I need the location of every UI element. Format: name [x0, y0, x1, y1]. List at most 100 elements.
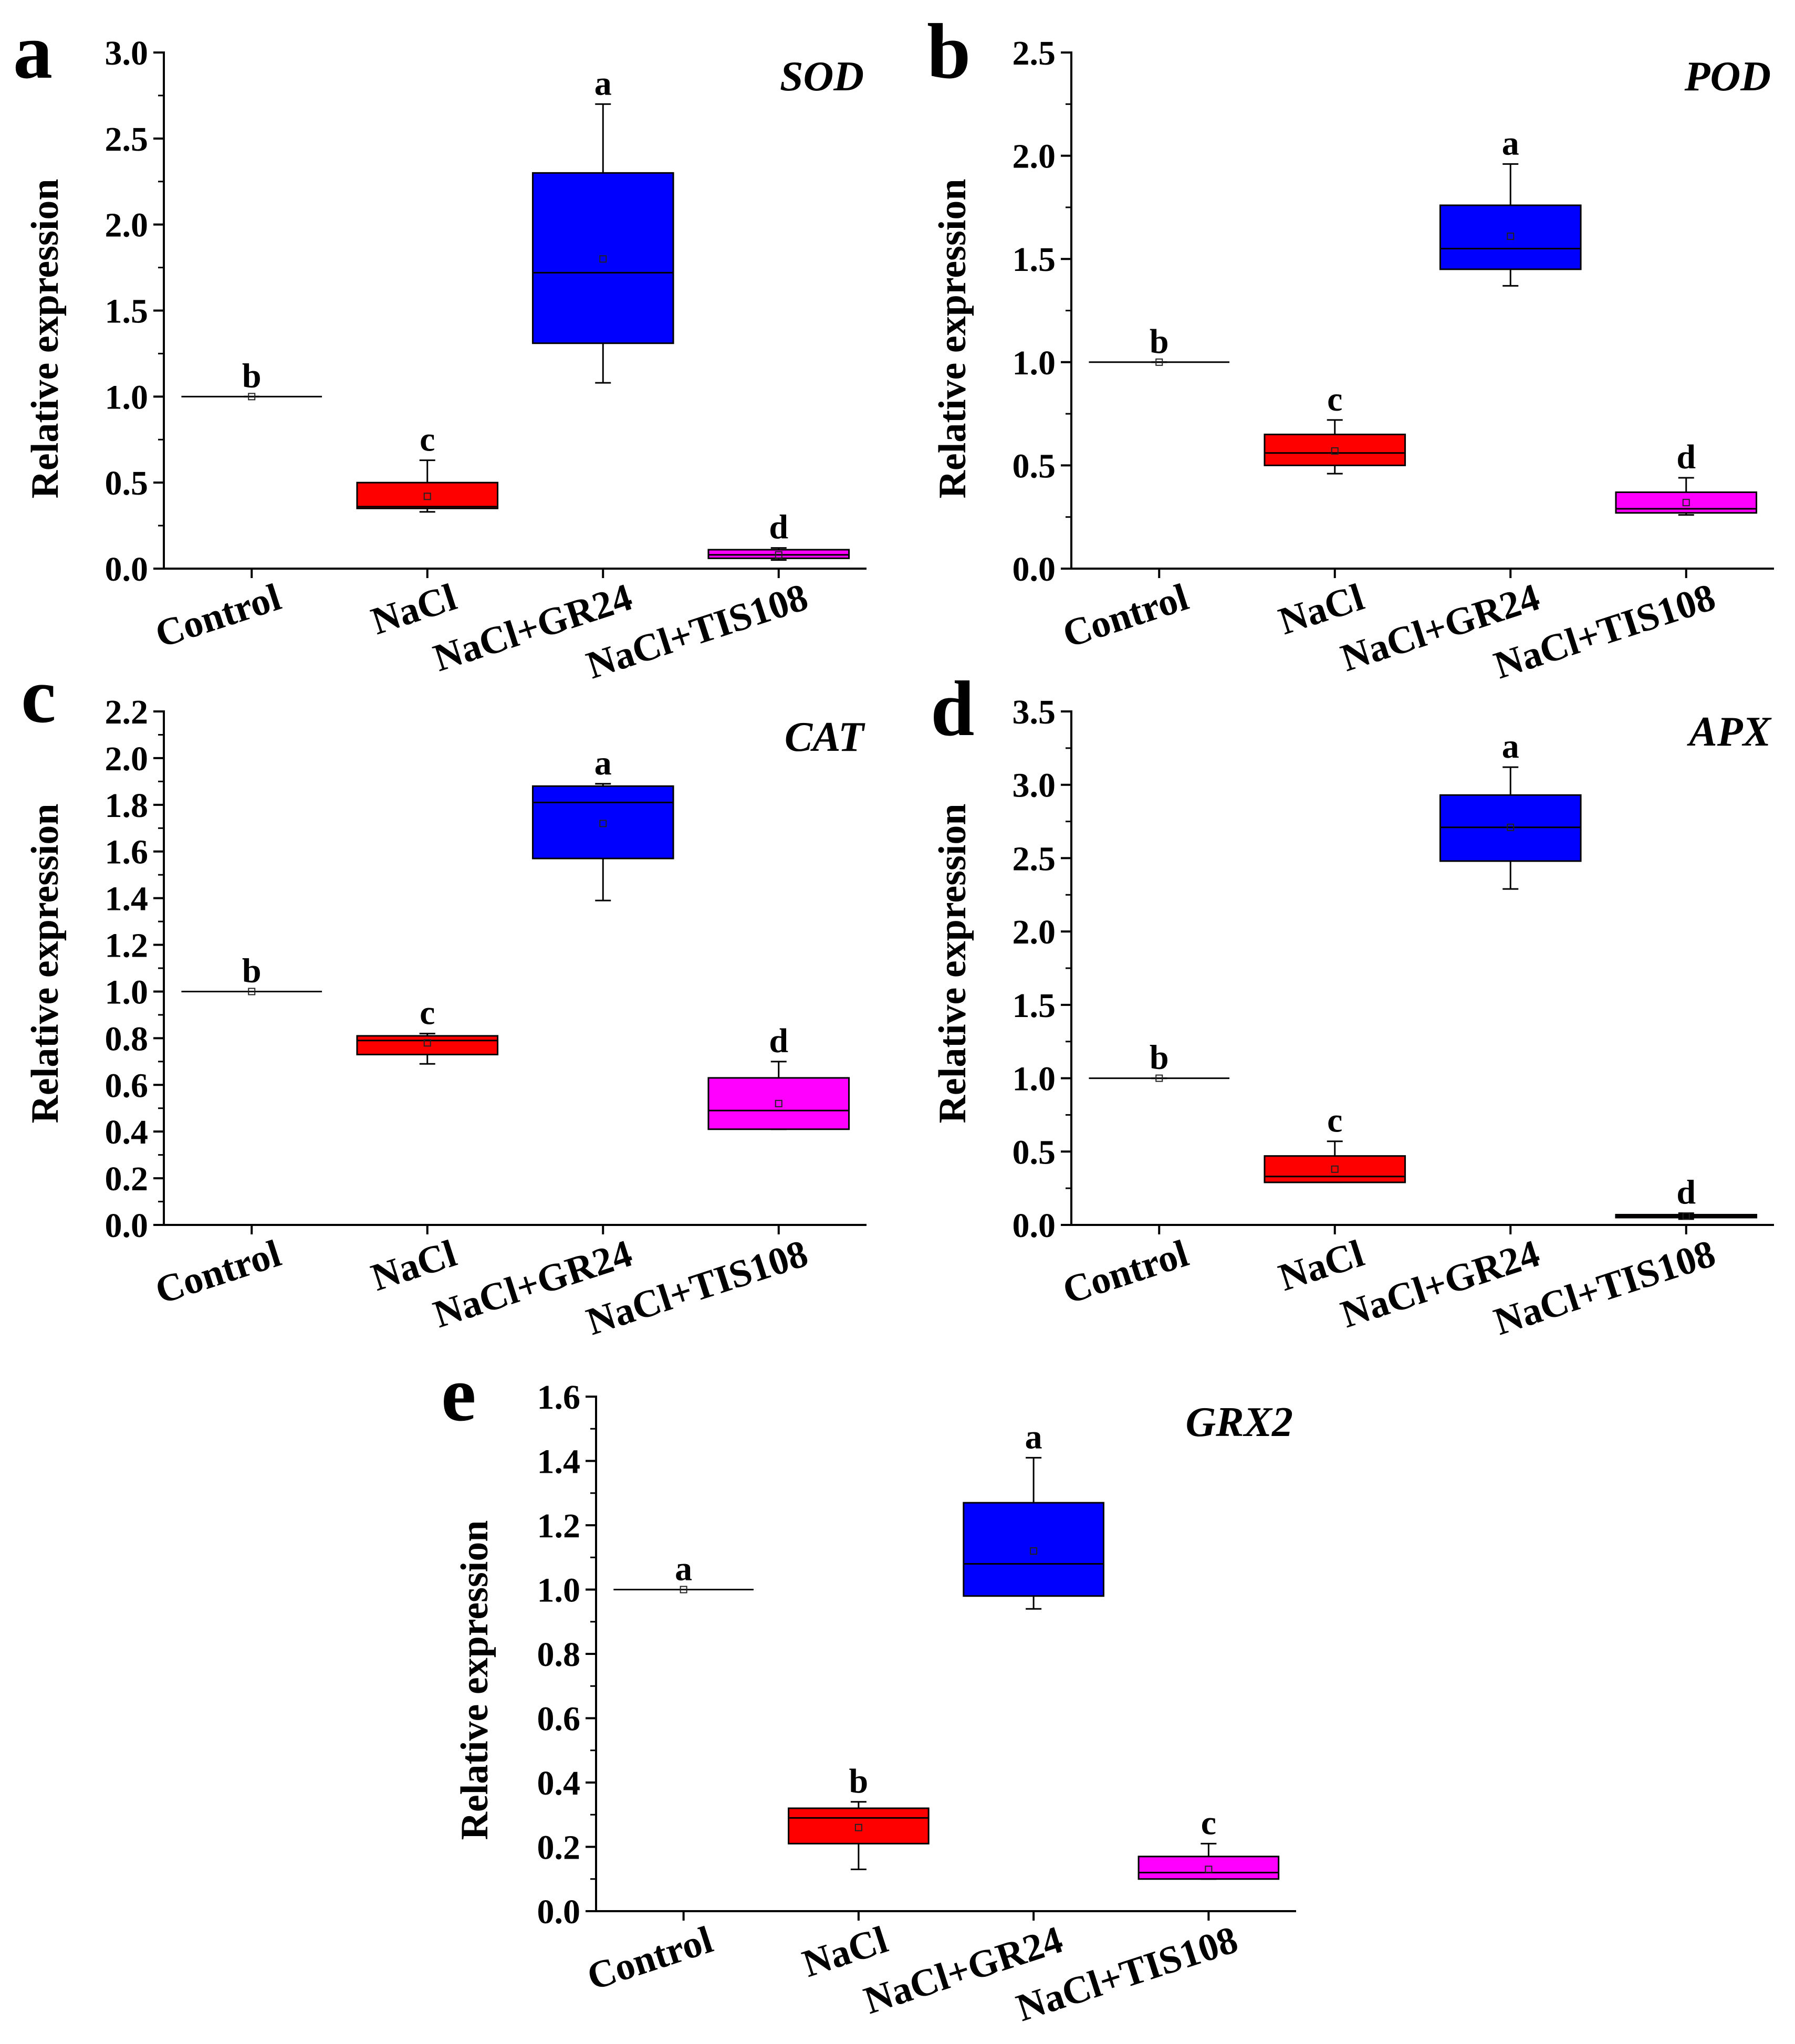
- panel-letter: e: [441, 1350, 476, 1438]
- significance-letter: d: [769, 1022, 788, 1060]
- x-tick-label: Control: [150, 575, 286, 656]
- y-tick-label: 2.0: [1013, 913, 1056, 951]
- y-tick-label: 1.5: [1013, 240, 1056, 279]
- mean-marker: [775, 551, 782, 559]
- box-e-1: b: [788, 1762, 930, 1870]
- y-tick-label: 0.8: [537, 1636, 581, 1674]
- box-c-0: b: [181, 951, 322, 995]
- mean-marker: [1682, 499, 1690, 507]
- chart-panel-a: 0.0 0.5 1.0 1.5 2.0 2.5 3.0 Relative expression…: [13, 8, 867, 687]
- y-tick-label: 2.2: [105, 693, 149, 731]
- x-tick-label: Control: [1058, 575, 1194, 656]
- y-tick-label: 0.5: [1013, 1133, 1056, 1171]
- box-body: [1264, 1155, 1406, 1183]
- y-tick-label: 0.0: [537, 1893, 581, 1931]
- y-tick-label: 2.0: [105, 206, 149, 245]
- box-c-3: d: [707, 1022, 850, 1130]
- mean-marker: [423, 492, 431, 500]
- y-tick-label: 3.0: [1013, 767, 1056, 805]
- y-tick-label: 1.5: [105, 292, 149, 331]
- y-axis-title: Relative expression: [24, 803, 67, 1123]
- box-a-2: a: [531, 64, 674, 384]
- box-body: [788, 1807, 930, 1844]
- significance-letter: c: [420, 421, 435, 459]
- mean-marker: [599, 255, 607, 263]
- panel-letter: a: [13, 8, 53, 95]
- gene-title: POD: [1684, 54, 1771, 100]
- mean-marker: [1205, 1865, 1213, 1873]
- box-body: [1439, 204, 1582, 270]
- significance-letter: a: [1502, 727, 1519, 766]
- box-a-0: b: [181, 357, 322, 401]
- y-tick-label: 1.0: [105, 378, 149, 416]
- y-tick-label: 1.6: [537, 1378, 581, 1417]
- y-tick-label: 1.0: [537, 1571, 581, 1610]
- box-body: [356, 1035, 499, 1055]
- y-tick-label: 1.8: [105, 787, 149, 825]
- y-tick-label: 0.6: [105, 1066, 149, 1105]
- mean-marker: [1507, 232, 1515, 240]
- box-e-3: c: [1137, 1804, 1280, 1880]
- significance-letter: a: [594, 744, 612, 782]
- y-tick-label: 0.4: [537, 1764, 581, 1802]
- y-axis-title: Relative expression: [453, 1520, 496, 1840]
- significance-letter: b: [242, 951, 262, 990]
- mean-marker: [1331, 1165, 1339, 1173]
- y-tick-label: 1.4: [105, 880, 149, 918]
- gene-title: APX: [1686, 709, 1771, 755]
- mean-marker: [423, 1039, 431, 1047]
- y-tick-label: 0.0: [1013, 1207, 1056, 1245]
- mean-marker: [1030, 1547, 1038, 1555]
- significance-letter: a: [1502, 124, 1519, 162]
- mean-marker: [1331, 447, 1339, 455]
- y-tick-label: 0.0: [105, 550, 149, 589]
- box-b-1: c: [1264, 380, 1406, 475]
- box-d-1: c: [1264, 1102, 1406, 1183]
- box-body: [963, 1502, 1104, 1597]
- y-tick-label: 1.0: [1013, 1060, 1056, 1098]
- significance-letter: c: [420, 993, 435, 1032]
- y-tick-label: 3.0: [105, 34, 149, 72]
- box-b-0: b: [1089, 322, 1230, 366]
- box-body: [531, 172, 674, 344]
- box-a-1: c: [356, 421, 499, 513]
- box-d-2: a: [1439, 727, 1582, 890]
- box-d-0: b: [1089, 1039, 1230, 1082]
- box-body: [1615, 491, 1758, 514]
- y-tick-label: 1.0: [1013, 344, 1056, 382]
- box-body: [707, 1077, 850, 1130]
- y-tick-label: 0.8: [105, 1020, 149, 1058]
- box-body: [707, 549, 850, 559]
- panel-letter: d: [931, 665, 974, 752]
- y-tick-label: 0.4: [105, 1113, 149, 1151]
- y-tick-label: 2.0: [105, 740, 149, 778]
- box-b-3: d: [1615, 438, 1758, 516]
- box-b-2: a: [1439, 124, 1582, 287]
- box-c-1: c: [356, 993, 499, 1065]
- significance-letter: b: [849, 1762, 869, 1800]
- y-tick-label: 1.4: [537, 1443, 581, 1481]
- significance-letter: d: [769, 508, 788, 547]
- mean-marker: [1507, 823, 1515, 831]
- y-tick-label: 2.0: [1013, 138, 1056, 176]
- significance-letter: b: [242, 357, 262, 395]
- panel-letter: c: [21, 652, 56, 739]
- mean-marker: [599, 820, 607, 827]
- y-tick-label: 0.2: [537, 1829, 581, 1867]
- significance-letter: c: [1201, 1804, 1216, 1842]
- box-d-3: d: [1615, 1173, 1758, 1220]
- y-tick-label: 1.2: [105, 927, 149, 965]
- mean-marker: [854, 1823, 862, 1831]
- gene-title: GRX2: [1186, 1399, 1293, 1445]
- box-body: [531, 785, 674, 859]
- significance-letter: b: [1150, 322, 1169, 361]
- significance-letter: b: [1150, 1039, 1169, 1077]
- y-tick-label: 0.6: [537, 1700, 581, 1738]
- box-body: [356, 481, 499, 509]
- significance-letter: a: [675, 1550, 692, 1588]
- gene-title: SOD: [780, 54, 864, 100]
- x-tick-label: Control: [1058, 1232, 1194, 1313]
- mean-marker: [248, 393, 256, 401]
- y-tick-label: 2.5: [1013, 840, 1056, 878]
- x-tick-label: Control: [150, 1232, 286, 1313]
